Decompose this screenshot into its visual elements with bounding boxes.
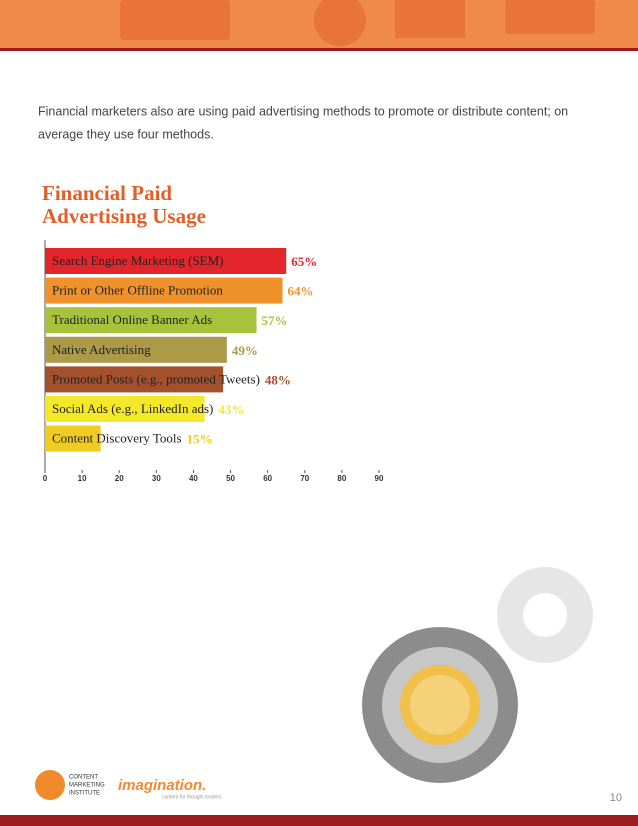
bar-label: Native Advertising bbox=[52, 342, 151, 357]
x-tick-label: 20 bbox=[115, 474, 124, 483]
bar-label: Social Ads (e.g., LinkedIn ads) bbox=[52, 401, 213, 416]
x-tick-label: 0 bbox=[43, 474, 48, 483]
bar bbox=[45, 277, 283, 304]
footer-rule bbox=[0, 815, 638, 826]
x-tick-label: 90 bbox=[375, 474, 384, 483]
x-tick-label: 80 bbox=[337, 474, 346, 483]
logo-text: MARKETING bbox=[69, 783, 105, 789]
gear-illustration bbox=[362, 567, 593, 783]
logo-text: INSTITUTE bbox=[69, 791, 100, 797]
x-tick-label: 60 bbox=[263, 474, 272, 483]
chart-title: Advertising Usage bbox=[42, 204, 206, 228]
bar-label: Traditional Online Banner Ads bbox=[52, 312, 212, 327]
bar bbox=[45, 366, 224, 393]
value-label: 43% bbox=[218, 402, 244, 417]
x-tick-label: 30 bbox=[152, 474, 161, 483]
bar-label: Promoted Posts (e.g., promoted Tweets) bbox=[52, 371, 260, 386]
bar-label: Content Discovery Tools bbox=[52, 431, 182, 446]
cmi-logo bbox=[35, 770, 65, 800]
brand-logo: imagination. bbox=[118, 777, 206, 794]
bar bbox=[45, 336, 227, 363]
bar bbox=[45, 248, 287, 274]
logo-text: CONTENT bbox=[69, 775, 98, 781]
x-tick-label: 70 bbox=[300, 474, 309, 483]
value-label: 48% bbox=[265, 372, 291, 387]
x-tick-label: 40 bbox=[189, 474, 198, 483]
value-label: 65% bbox=[291, 254, 317, 269]
chart: 0 10 20 30 40 50 60 70 80 90 Search Engine Marketi… bbox=[43, 240, 384, 483]
value-label: 57% bbox=[262, 313, 288, 328]
bar-label: Search Engine Marketing (SEM) bbox=[52, 253, 223, 268]
bar-label: Print or Other Offline Promotion bbox=[52, 283, 223, 298]
paragraph-line: average they use four methods. bbox=[38, 127, 214, 141]
header-rule bbox=[0, 48, 638, 51]
value-label: 64% bbox=[288, 284, 314, 299]
bar bbox=[45, 307, 257, 334]
brand-tagline: content for thought leaders bbox=[162, 794, 222, 800]
value-label: 15% bbox=[187, 432, 213, 447]
page-number: 10 bbox=[610, 792, 622, 804]
value-label: 49% bbox=[232, 343, 258, 358]
paragraph-line: Financial marketers also are using paid … bbox=[38, 104, 568, 118]
bar bbox=[45, 396, 205, 422]
x-tick-label: 50 bbox=[226, 474, 235, 483]
chart-title: Financial Paid bbox=[42, 181, 172, 205]
header-icons bbox=[120, 0, 595, 46]
bar bbox=[45, 425, 101, 452]
x-tick-label: 10 bbox=[78, 474, 87, 483]
